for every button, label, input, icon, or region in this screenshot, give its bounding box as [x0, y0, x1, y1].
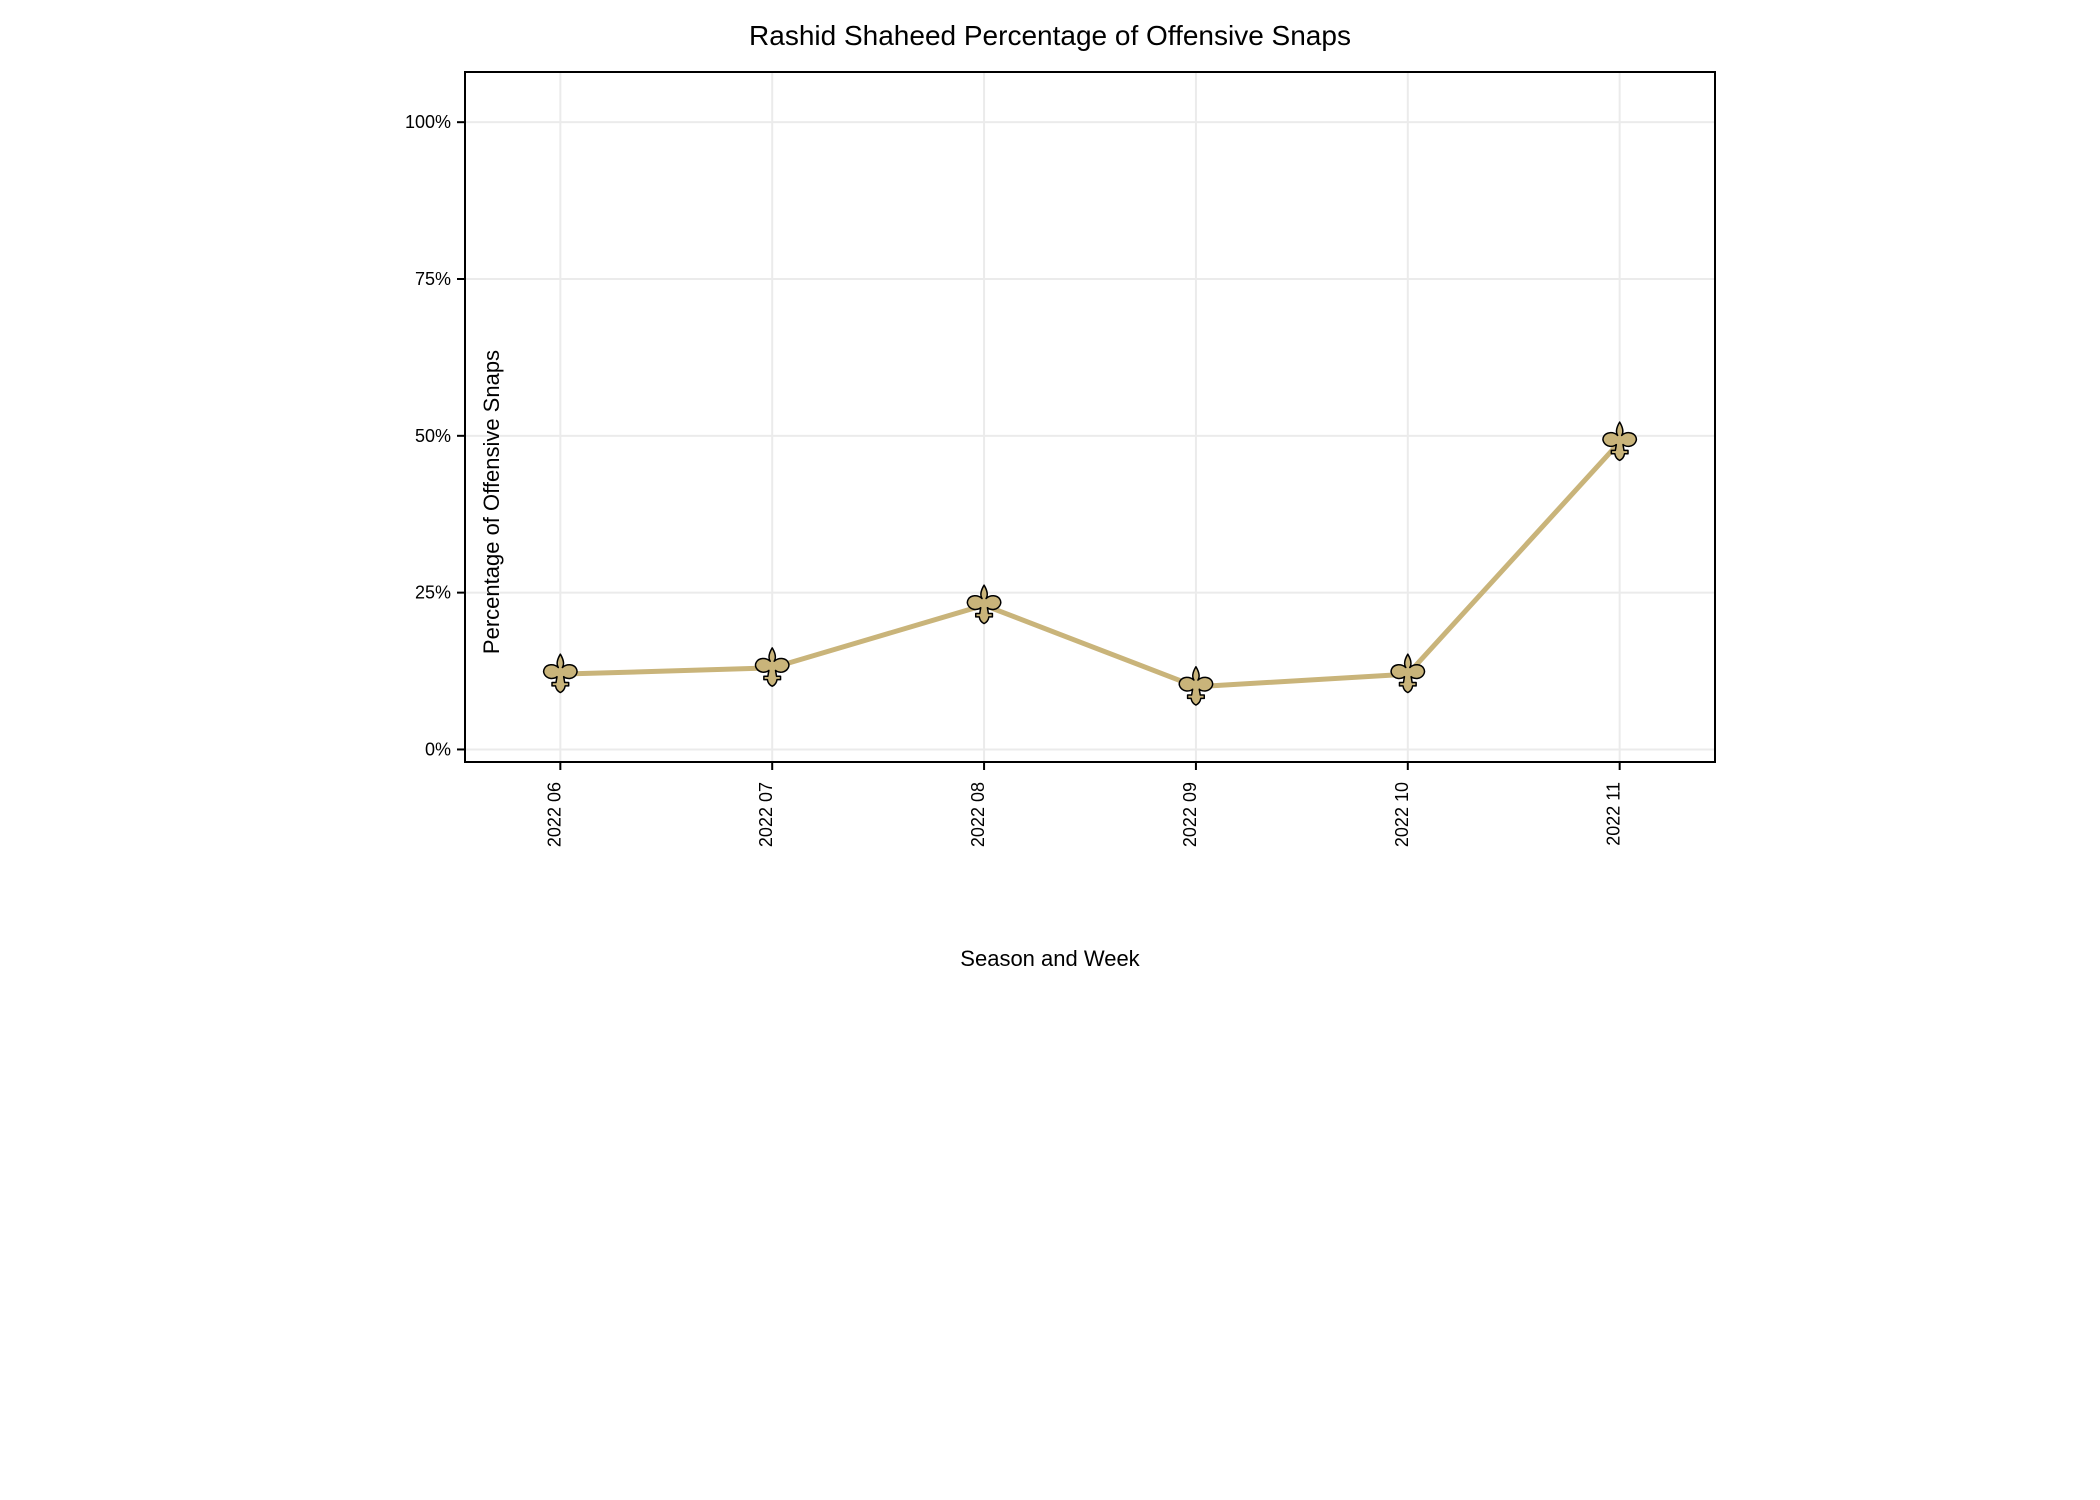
x-tick-label: 2022 08 — [968, 782, 988, 847]
y-tick-label: 100% — [405, 112, 451, 132]
x-tick-label: 2022 06 — [544, 782, 564, 847]
x-tick-label: 2022 10 — [1392, 782, 1412, 847]
snap-percentage-chart: Rashid Shaheed Percentage of Offensive S… — [350, 20, 1750, 1020]
y-tick-label: 50% — [415, 426, 451, 446]
x-tick-label: 2022 09 — [1180, 782, 1200, 847]
y-axis-label: Percentage of Offensive Snaps — [479, 350, 505, 654]
chart-title: Rashid Shaheed Percentage of Offensive S… — [350, 20, 1750, 52]
chart-svg: 0% 25% 50% 75% 100% 2022 06 2022 07 2022 08 2022… — [350, 62, 1750, 892]
x-tick-label: 2022 11 — [1604, 782, 1624, 846]
x-axis-label: Season and Week — [350, 946, 1750, 972]
y-tick-label: 25% — [415, 583, 451, 603]
y-tick-label: 75% — [415, 269, 451, 289]
plot-area: Percentage of Offensive Snaps 0% 25% 50% 75… — [350, 62, 1750, 942]
x-tick-label: 2022 07 — [756, 782, 776, 847]
y-tick-label: 0% — [425, 739, 451, 759]
